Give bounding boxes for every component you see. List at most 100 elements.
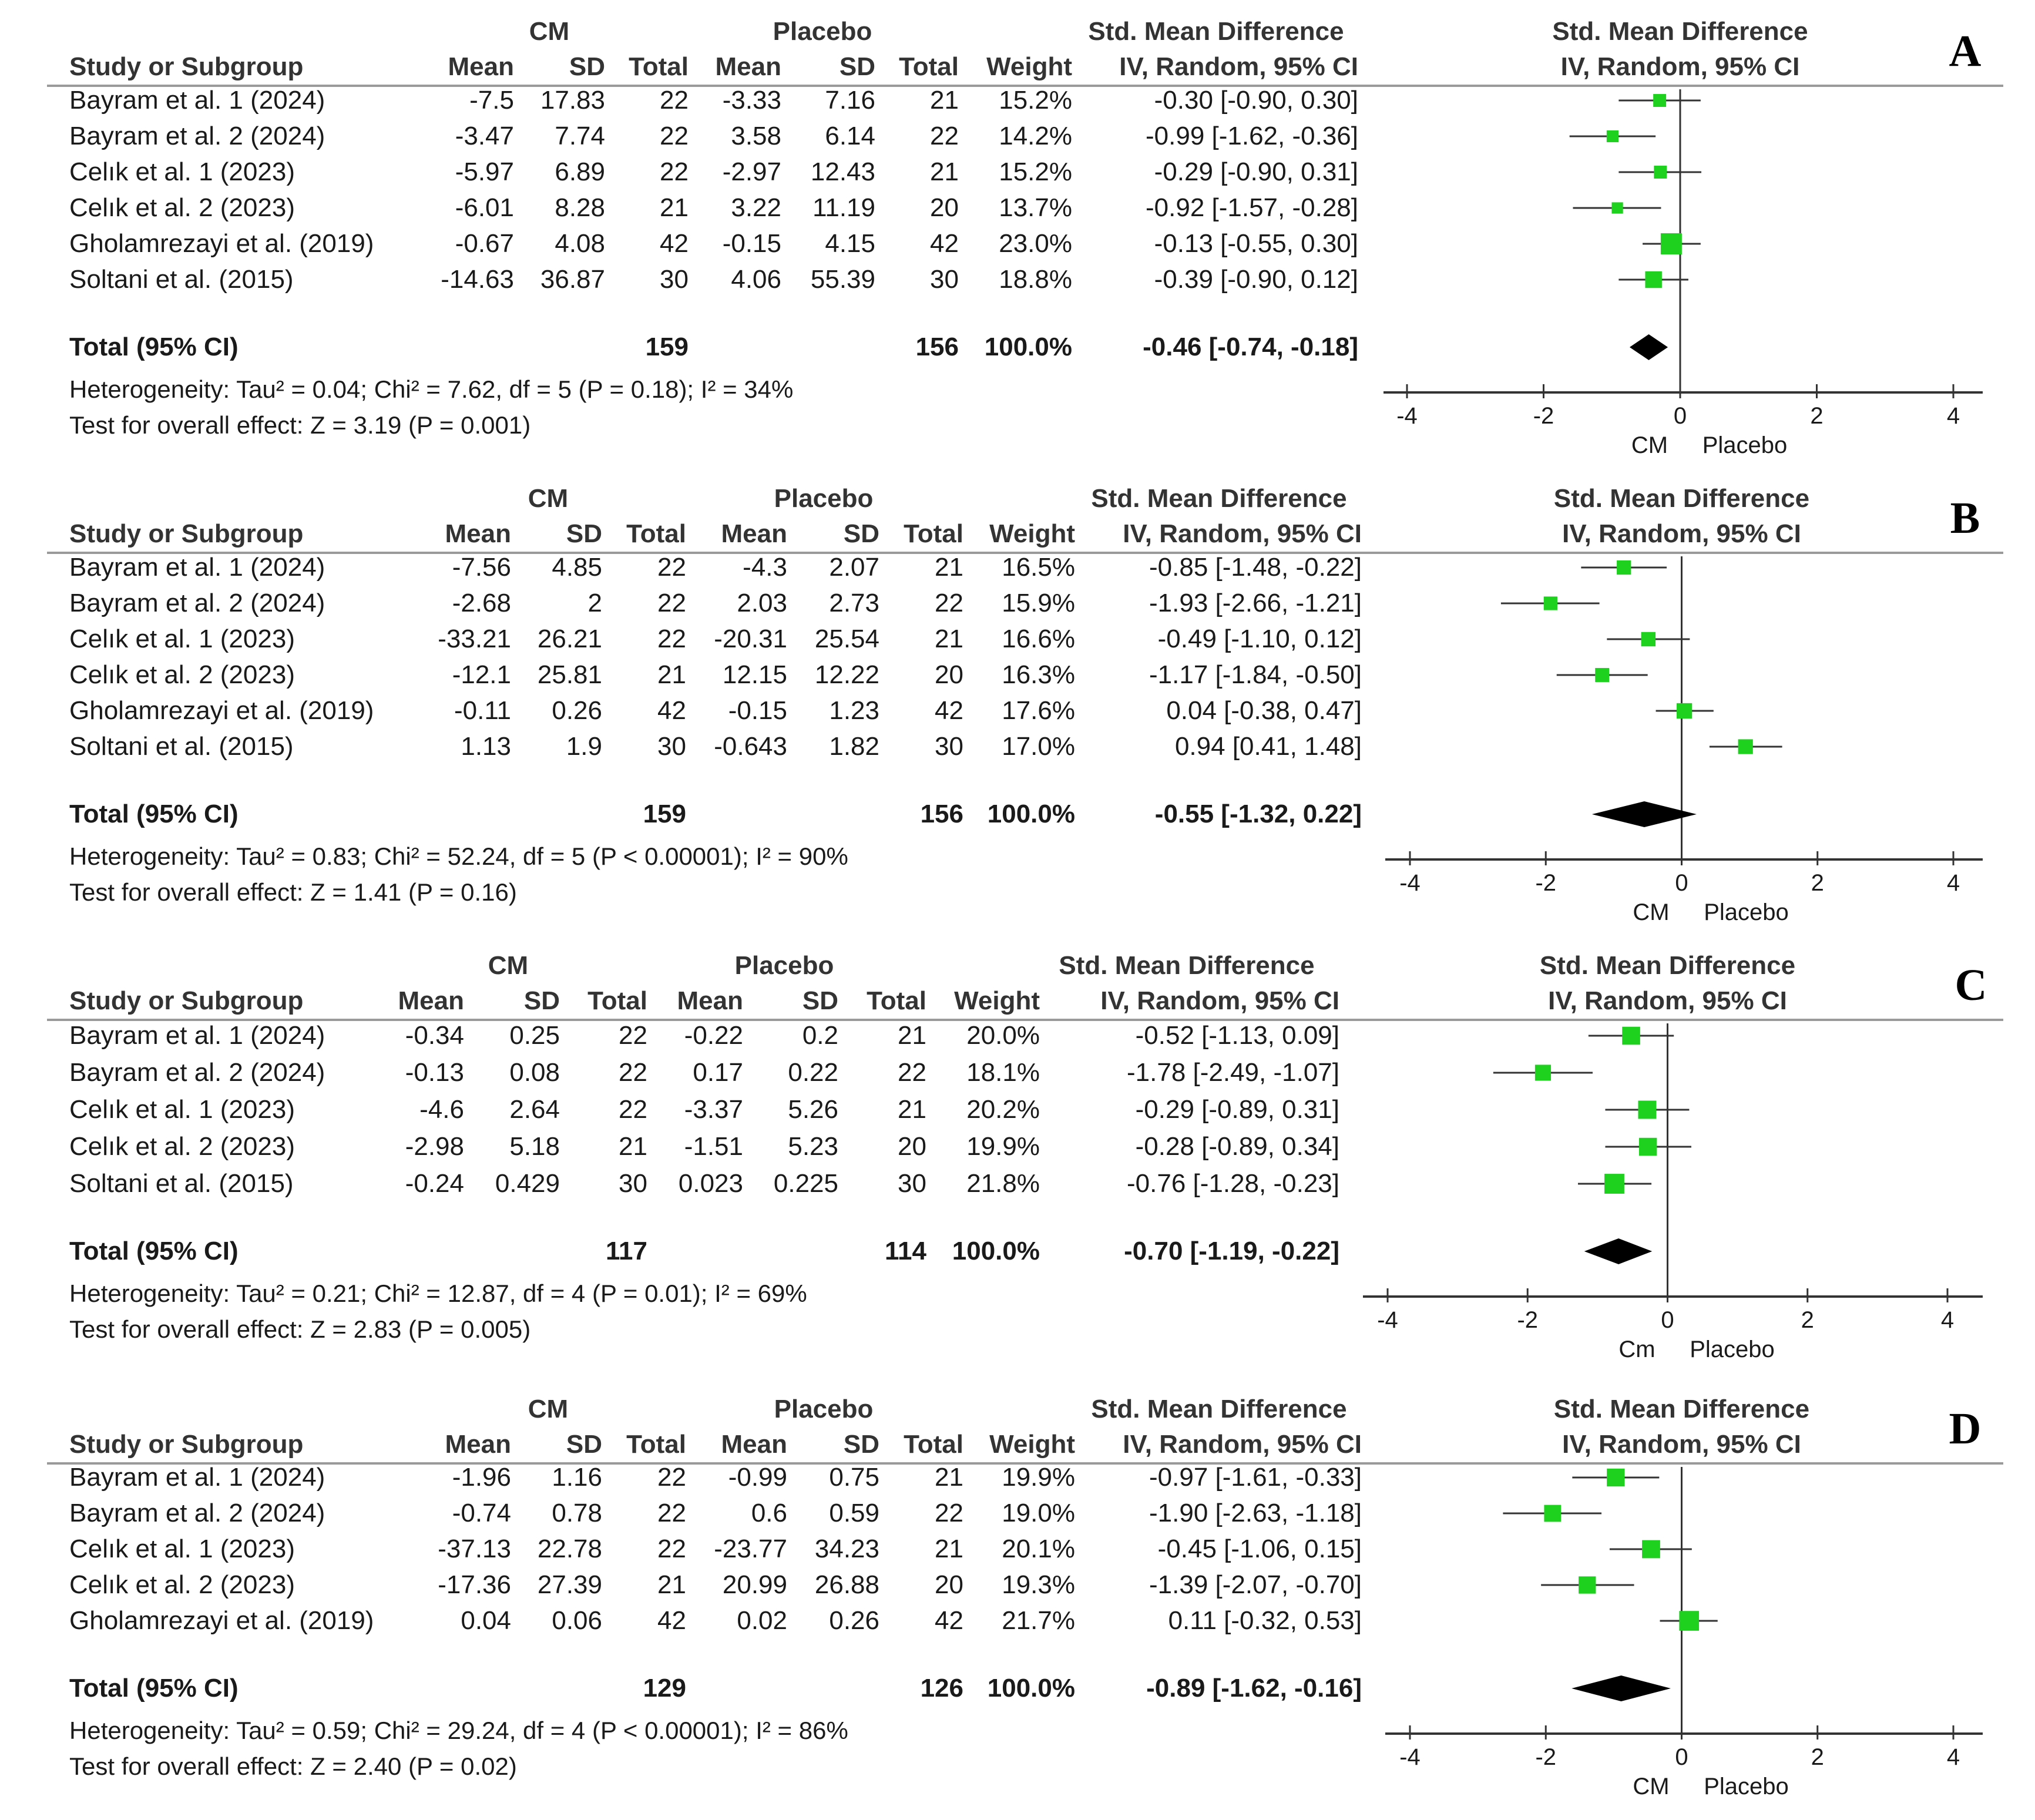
placebo-sd: 0.225 xyxy=(774,1169,838,1198)
study-row: Bayram et al. 1 (2024) -7.56 4.85 22 -4.3 2.0… xyxy=(69,553,1667,582)
cm-total: 30 xyxy=(660,265,689,294)
total-label: Total (95% CI) xyxy=(69,1674,239,1703)
cm-total: 22 xyxy=(660,122,689,150)
cm-mean: -0.24 xyxy=(405,1169,464,1198)
col-placebo-total-header: Total xyxy=(867,986,926,1015)
total-ci: -0.55 [-1.32, 0.22] xyxy=(1155,800,1362,828)
placebo-sd: 55.39 xyxy=(811,265,875,294)
group1-header: CM xyxy=(488,951,528,980)
placebo-total: 21 xyxy=(935,553,963,582)
placebo-mean: -3.37 xyxy=(684,1095,743,1124)
cm-sd: 0.78 xyxy=(552,1499,602,1527)
x-tick-label: -4 xyxy=(1399,870,1421,896)
study-row: Bayram et al. 2 (2024) -0.13 0.08 22 0.17 0.2… xyxy=(69,1058,1593,1087)
x-tick-label: 4 xyxy=(1947,1744,1960,1770)
cm-total: 22 xyxy=(619,1095,647,1124)
col-weight-header: Weight xyxy=(986,52,1072,81)
placebo-mean: -20.31 xyxy=(714,624,787,653)
placebo-total: 22 xyxy=(930,122,959,150)
point-estimate-marker xyxy=(1676,703,1693,719)
study-name: Celık et al. 1 (2023) xyxy=(69,1095,295,1124)
study-row: Celık et al. 2 (2023) -17.36 27.39 21 20.99 2… xyxy=(69,1570,1634,1599)
cm-sd: 7.74 xyxy=(555,122,605,150)
placebo-mean: -2.97 xyxy=(723,157,781,186)
cm-mean: -2.68 xyxy=(452,589,511,617)
placebo-mean: -23.77 xyxy=(714,1534,787,1563)
point-estimate-marker xyxy=(1638,1137,1657,1156)
placebo-sd: 1.82 xyxy=(829,732,879,761)
overall-effect-text: Test for overall effect: Z = 2.40 (P = 0… xyxy=(69,1752,517,1780)
study-ci: -0.85 [-1.48, -0.22] xyxy=(1149,553,1362,582)
study-ci: -0.49 [-1.10, 0.12] xyxy=(1158,624,1362,653)
panel-label: D xyxy=(1949,1404,1982,1453)
study-row: Gholamrezayi et al. (2019) -0.11 0.26 42 -0.… xyxy=(69,696,1714,725)
panel-b: CM Placebo Std. Mean Difference Std. Mean D… xyxy=(47,484,2003,925)
placebo-sd: 6.14 xyxy=(825,122,875,150)
x-tick-label: -2 xyxy=(1517,1307,1538,1333)
placebo-total: 21 xyxy=(898,1021,926,1050)
x-tick-label: -2 xyxy=(1533,403,1554,429)
cm-total: 22 xyxy=(657,1534,686,1563)
study-name: Bayram et al. 2 (2024) xyxy=(69,122,325,150)
cm-mean: -1.96 xyxy=(452,1463,511,1492)
effect-header: Std. Mean Difference xyxy=(1059,951,1314,980)
total-ci: -0.70 [-1.19, -0.22] xyxy=(1124,1237,1339,1265)
x-tick-label: 0 xyxy=(1661,1307,1674,1333)
placebo-total: 20 xyxy=(898,1132,926,1161)
study-weight: 16.5% xyxy=(1002,553,1075,582)
point-estimate-marker xyxy=(1611,202,1623,214)
study-name: Gholamrezayi et al. (2019) xyxy=(69,1606,374,1635)
placebo-sd: 11.19 xyxy=(812,193,875,222)
placebo-total: 22 xyxy=(935,589,963,617)
point-estimate-marker xyxy=(1604,1174,1624,1194)
col-weight-header: Weight xyxy=(989,519,1075,548)
placebo-sd: 0.26 xyxy=(829,1606,879,1635)
cm-total: 42 xyxy=(657,1606,686,1635)
cm-total: 22 xyxy=(657,624,686,653)
heterogeneity-text: Heterogeneity: Tau² = 0.83; Chi² = 52.24… xyxy=(69,842,848,870)
cm-mean: -0.74 xyxy=(452,1499,511,1527)
col-weight-header: Weight xyxy=(989,1430,1075,1459)
placebo-sd: 26.88 xyxy=(815,1570,879,1599)
cm-sd: 4.85 xyxy=(552,553,602,582)
placebo-mean: 0.02 xyxy=(737,1606,787,1635)
total-label: Total (95% CI) xyxy=(69,800,239,828)
point-estimate-marker xyxy=(1738,739,1753,754)
pooled-diamond xyxy=(1571,1675,1671,1701)
cm-total: 21 xyxy=(657,1570,686,1599)
cm-sd: 6.89 xyxy=(555,157,605,186)
study-row: Celık et al. 1 (2023) -4.6 2.64 22 -3.37 5.26… xyxy=(69,1095,1690,1124)
cm-total: 21 xyxy=(619,1132,647,1161)
study-row: Celık et al. 1 (2023) -33.21 26.21 22 -20.31… xyxy=(69,624,1690,653)
point-estimate-marker xyxy=(1544,1505,1561,1522)
x-tick-label: 4 xyxy=(1947,403,1960,429)
col-cm-mean-header: Mean xyxy=(448,52,514,81)
placebo-sd: 25.54 xyxy=(815,624,879,653)
x-tick-label: 0 xyxy=(1675,1744,1688,1770)
cm-total: 22 xyxy=(619,1058,647,1087)
col-placebo-sd-header: SD xyxy=(844,519,879,548)
study-weight: 21.8% xyxy=(966,1169,1040,1198)
placebo-sd: 5.26 xyxy=(788,1095,838,1124)
col-placebo-mean-header: Mean xyxy=(721,1430,787,1459)
study-ci: -0.28 [-0.89, 0.34] xyxy=(1136,1132,1339,1161)
study-name: Bayram et al. 1 (2024) xyxy=(69,1463,325,1492)
panel-label: C xyxy=(1955,961,1987,1010)
cm-sd: 8.28 xyxy=(555,193,605,222)
placebo-mean: -0.15 xyxy=(728,696,787,725)
cm-total: 42 xyxy=(660,229,689,258)
x-tick-label: 0 xyxy=(1675,870,1688,896)
study-ci: -1.93 [-2.66, -1.21] xyxy=(1149,589,1362,617)
col-ci-header: IV, Random, 95% CI xyxy=(1119,52,1358,81)
col-cm-mean-header: Mean xyxy=(445,1430,511,1459)
col-placebo-mean-header: Mean xyxy=(721,519,787,548)
placebo-mean: 2.03 xyxy=(737,589,787,617)
study-weight: 15.2% xyxy=(999,86,1072,115)
col-study-header: Study or Subgroup xyxy=(69,1430,303,1459)
placebo-mean: 12.15 xyxy=(723,660,787,689)
placebo-sd: 2.07 xyxy=(829,553,879,582)
effect-header: Std. Mean Difference xyxy=(1091,484,1346,513)
favours-right-label: Placebo xyxy=(1690,1337,1775,1362)
cm-sd: 36.87 xyxy=(540,265,605,294)
cm-total: 22 xyxy=(657,589,686,617)
